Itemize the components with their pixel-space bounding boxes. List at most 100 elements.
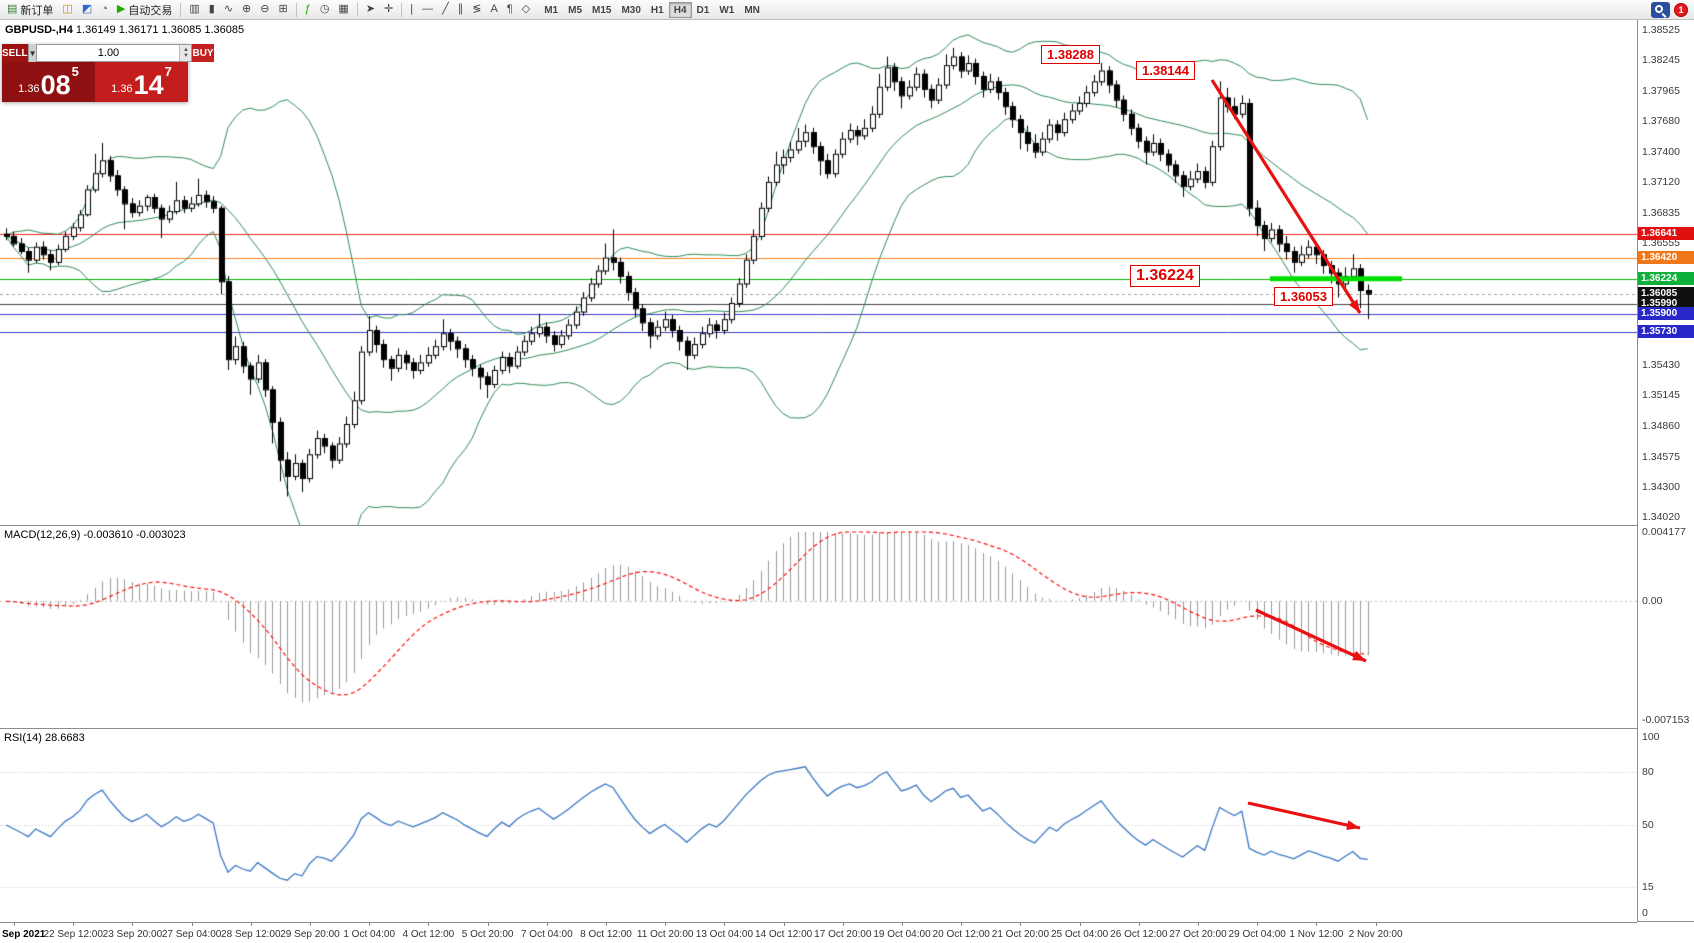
text-button[interactable]: A [486, 1, 501, 18]
bar-chart-icon: ▥ [189, 3, 200, 15]
price-annotation[interactable]: 1.38288 [1041, 45, 1100, 64]
timeframe-h4[interactable]: H4 [668, 1, 692, 18]
time-axis-tick [843, 923, 844, 926]
sell-price-button[interactable]: 1.36 08 5 [2, 62, 95, 102]
volume-stepper[interactable]: ▲ ▼ [179, 45, 192, 61]
timeframe-m1[interactable]: M1 [544, 4, 559, 16]
cursor-button[interactable]: ➤ [362, 1, 379, 18]
timeframe-m30[interactable]: M30 [621, 4, 641, 16]
timeframe-group: M1 M5 M15 M30 H1 H4 D1 W1 MN [539, 1, 765, 18]
sell-button[interactable]: SELL [2, 44, 28, 62]
time-axis-tick [1020, 923, 1021, 926]
price-axis-label: 1.34575 [1642, 451, 1680, 463]
price-annotation[interactable]: 1.36053 [1274, 287, 1333, 306]
tile-windows-button[interactable]: ⊞ [274, 1, 291, 18]
fibonacci-button[interactable]: ≶ [468, 1, 485, 18]
channel-button[interactable]: ∥ [454, 1, 468, 18]
search-button[interactable] [1651, 1, 1670, 18]
time-axis-tick [1376, 923, 1377, 926]
main-chart-canvas[interactable] [0, 20, 1637, 525]
zoom-out-icon: ⊖ [260, 3, 270, 15]
bar-chart-button[interactable]: ▥ [185, 1, 203, 18]
macd-axis-label: 0.004177 [1642, 526, 1686, 538]
templates-icon: ▦ [338, 3, 349, 15]
line-chart-icon: ∿ [223, 3, 234, 15]
periods-button[interactable]: ◷ [316, 1, 334, 18]
price-axis-label: 1.37120 [1642, 175, 1680, 188]
time-axis-tick [251, 923, 252, 926]
profiles-icon: ◩ [81, 3, 93, 15]
buy-price-button[interactable]: 1.36 14 7 [95, 62, 188, 102]
auto-trading-button[interactable]: ▶ 自动交易 [113, 1, 176, 18]
trendline-icon: ╱ [442, 3, 449, 15]
price-annotation[interactable]: 1.36224 [1130, 265, 1200, 287]
label-icon: ¶ [506, 3, 513, 15]
price-axis-label: 1.36555 [1642, 236, 1680, 249]
time-axis[interactable]: Sep 2021 22 Sep 12:00 23 Sep 20:00 27 Sep 0… [0, 922, 1637, 943]
price-tag: 1.35730 [1638, 325, 1694, 339]
notification-badge[interactable]: 1 [1674, 2, 1688, 17]
profiles-button[interactable]: ◩ [78, 1, 96, 18]
price-axis-label: 1.38245 [1642, 54, 1680, 67]
timeframe-d1[interactable]: D1 [696, 4, 710, 16]
zoom-in-button[interactable]: ⊕ [238, 1, 255, 18]
time-axis-label: 23 Sep 20:00 [102, 929, 163, 940]
time-axis-tick [724, 923, 725, 926]
time-axis-label: 29 Oct 04:00 [1228, 929, 1286, 940]
line-chart-button[interactable]: ∿ [220, 1, 237, 18]
candlestick-chart-button[interactable]: ▮ [205, 1, 219, 18]
time-axis-tick [192, 923, 193, 926]
market-watch-button[interactable]: ◔ [97, 1, 112, 18]
price-annotation[interactable]: 1.38144 [1136, 61, 1195, 80]
market-watch-icon: ◔ [101, 3, 108, 15]
shapes-icon: ◇ [521, 3, 531, 15]
new-order-button[interactable]: ▤ 新订单 [3, 1, 57, 18]
spin-up-icon: ▲ [183, 47, 189, 53]
time-axis-label: 26 Oct 12:00 [1110, 929, 1168, 940]
label-button[interactable]: ¶ [503, 1, 517, 18]
price-axis-label: 1.37965 [1642, 84, 1680, 97]
time-axis-tick [665, 923, 666, 926]
channel-icon: ∥ [457, 3, 464, 15]
volume-preset-dropdown[interactable]: ▼ [27, 44, 37, 62]
toolbar-button-group: ▤ 新订单 ◫ ◩ ◔ ▶ 自动交易 ▥ ▮ ∿ ⊕ ⊖ ⊞ ƒ ◷ ▦ ➤ ✛ | — ╱ ∥ ≶ A ¶ ◇ [3, 1, 534, 18]
sell-price-sup: 5 [71, 64, 79, 79]
time-axis-label: 27 Oct 20:00 [1169, 929, 1227, 940]
time-axis-tick [369, 923, 370, 926]
price-axis-label: 1.38525 [1642, 24, 1680, 36]
indicators-button[interactable]: ƒ [301, 1, 315, 18]
timeframe-m5[interactable]: M5 [568, 4, 583, 16]
time-axis-label: 19 Oct 04:00 [873, 929, 931, 940]
crosshair-button[interactable]: ✛ [380, 1, 397, 18]
timeframe-m15[interactable]: M15 [592, 4, 612, 16]
volume-input[interactable] [37, 45, 180, 61]
rsi-panel-canvas[interactable] [0, 729, 1637, 921]
trendline-button[interactable]: ╱ [438, 1, 453, 18]
price-axis-label: 1.35145 [1642, 389, 1680, 402]
macd-panel-canvas[interactable] [0, 526, 1637, 728]
time-axis-label: 25 Oct 04:00 [1050, 929, 1109, 940]
templates-button[interactable]: ▦ [334, 1, 352, 18]
time-axis-label: 17 Oct 20:00 [814, 929, 872, 940]
timeframe-w1[interactable]: W1 [719, 4, 735, 16]
chart-window-button[interactable]: ◫ [58, 1, 76, 18]
candlestick-chart-icon: ▮ [208, 3, 215, 15]
time-axis-label: 27 Sep 04:00 [161, 929, 222, 940]
time-axis-label: 8 Oct 12:00 [580, 929, 632, 940]
panel-separator[interactable] [0, 728, 1694, 729]
time-axis-tick [488, 923, 489, 926]
shapes-button[interactable]: ◇ [518, 1, 534, 18]
timeframe-h1[interactable]: H1 [650, 4, 664, 16]
buy-price-sup: 7 [164, 64, 172, 79]
horizontal-line-button[interactable]: — [418, 1, 437, 18]
zoom-out-button[interactable]: ⊖ [256, 1, 273, 18]
time-axis-label: 28 Sep 12:00 [221, 929, 281, 940]
price-axis[interactable]: 1.38525 1.38245 1.37965 1.37680 1.37400 1.371… [1637, 20, 1694, 922]
vertical-line-button[interactable]: | [406, 1, 417, 18]
buy-price-base: 1.36 [111, 83, 133, 95]
rsi-axis-label: 80 [1642, 766, 1654, 779]
buy-button[interactable]: BUY [192, 44, 214, 62]
timeframe-mn[interactable]: MN [744, 4, 760, 16]
panel-separator[interactable] [0, 525, 1694, 526]
time-axis-label: Sep 2021 [2, 929, 46, 940]
